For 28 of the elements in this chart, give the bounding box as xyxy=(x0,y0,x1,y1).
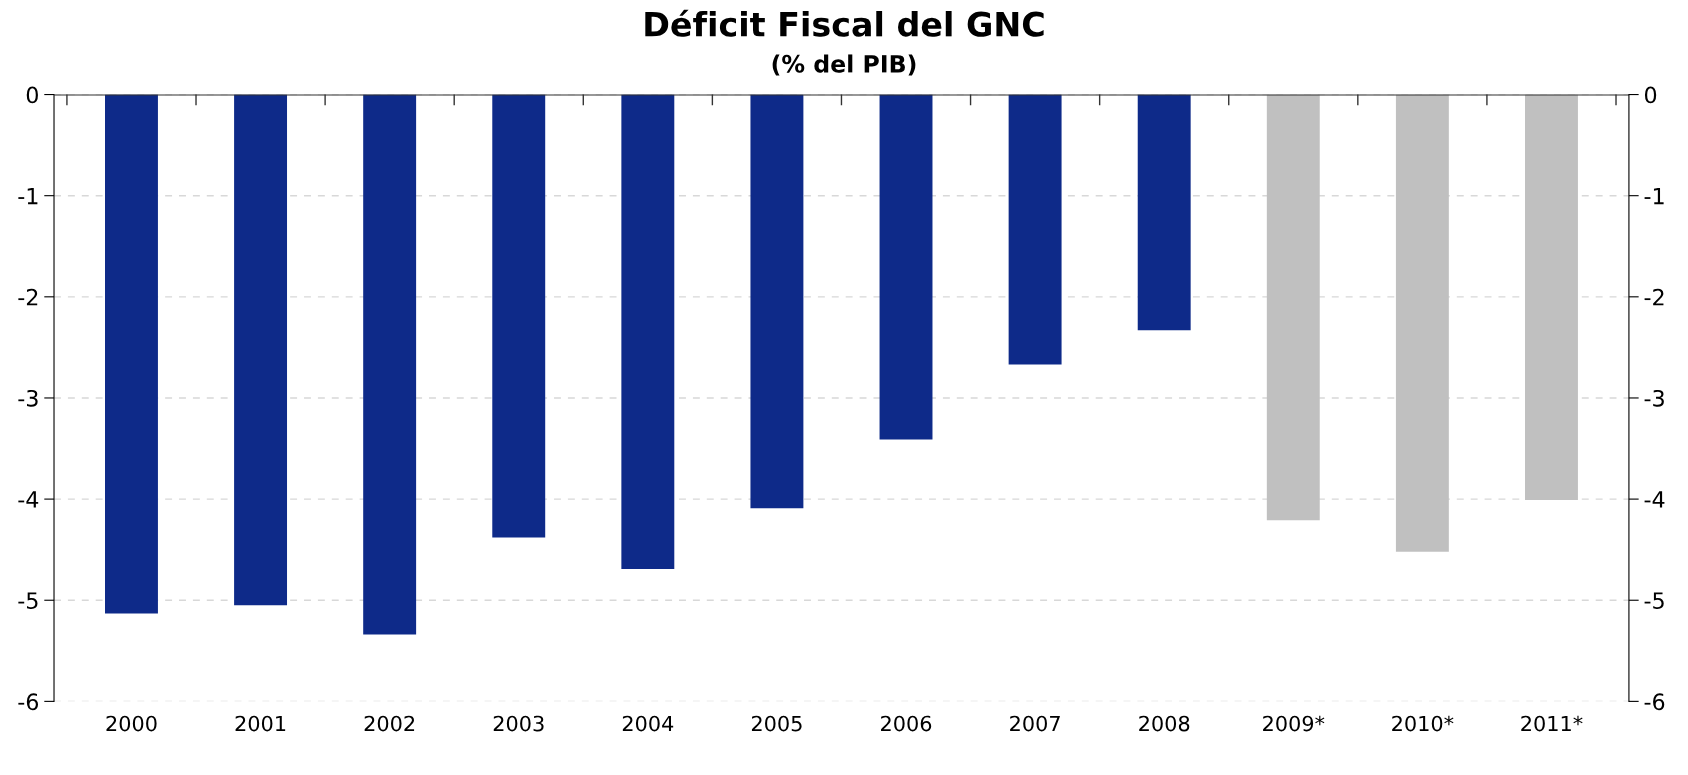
x-tick-label: 2007 xyxy=(1010,715,1060,732)
x-tick-label: 2004 xyxy=(622,715,674,732)
chart-title: Déficit Fiscal del GNC xyxy=(645,9,1044,37)
x-tick-label: 2006 xyxy=(881,715,932,732)
y2-tick-label: -1 xyxy=(1644,187,1664,205)
y2-tick-label: -3 xyxy=(1644,389,1664,407)
x-tick-label: 2003 xyxy=(493,715,544,732)
x-tick-label: 2001 xyxy=(235,715,286,732)
y-tick-label: -1 xyxy=(18,187,38,205)
chart-subtitle: (% del PIB) xyxy=(772,54,916,76)
y2-tick-label: -2 xyxy=(1644,288,1664,306)
y-tick-label: -4 xyxy=(18,491,39,508)
x-tick-label: 2002 xyxy=(364,715,415,732)
x-tick-label: 2011* xyxy=(1521,715,1583,732)
x-tick-label: 2009* xyxy=(1263,715,1325,732)
y2-tick-label: -5 xyxy=(1644,592,1664,609)
x-tick-label: 2005 xyxy=(751,715,802,732)
x-tick-label: 2000 xyxy=(106,715,157,732)
y2-tick-label: -4 xyxy=(1644,491,1665,508)
y-tick-label: -2 xyxy=(18,288,38,306)
y-tick-label: -6 xyxy=(18,693,39,711)
y2-tick-label: 0 xyxy=(1644,86,1657,104)
y-tick-label: -5 xyxy=(18,592,38,609)
x-tick-label: 2008 xyxy=(1139,715,1190,732)
y-tick-label: -3 xyxy=(18,389,38,407)
y2-tick-label: -6 xyxy=(1644,693,1665,711)
y-tick-label: 0 xyxy=(26,86,38,104)
x-tick-label: 2010* xyxy=(1392,715,1454,732)
